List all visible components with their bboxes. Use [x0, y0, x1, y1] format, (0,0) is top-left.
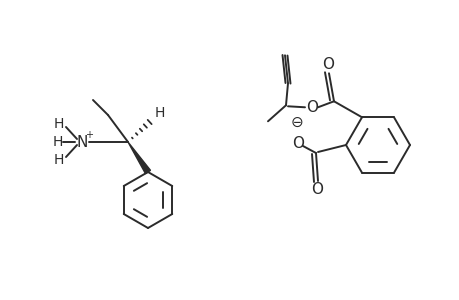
Text: O: O	[321, 57, 333, 72]
Text: H: H	[155, 106, 165, 120]
Text: O: O	[310, 182, 322, 197]
Text: O: O	[291, 136, 303, 151]
Polygon shape	[128, 142, 150, 174]
Text: O: O	[305, 100, 317, 115]
Text: H: H	[54, 153, 64, 167]
Text: H: H	[53, 135, 63, 149]
Text: ⊖: ⊖	[290, 115, 303, 130]
Text: N: N	[76, 134, 88, 149]
Text: H: H	[54, 117, 64, 131]
Text: +: +	[85, 130, 93, 140]
